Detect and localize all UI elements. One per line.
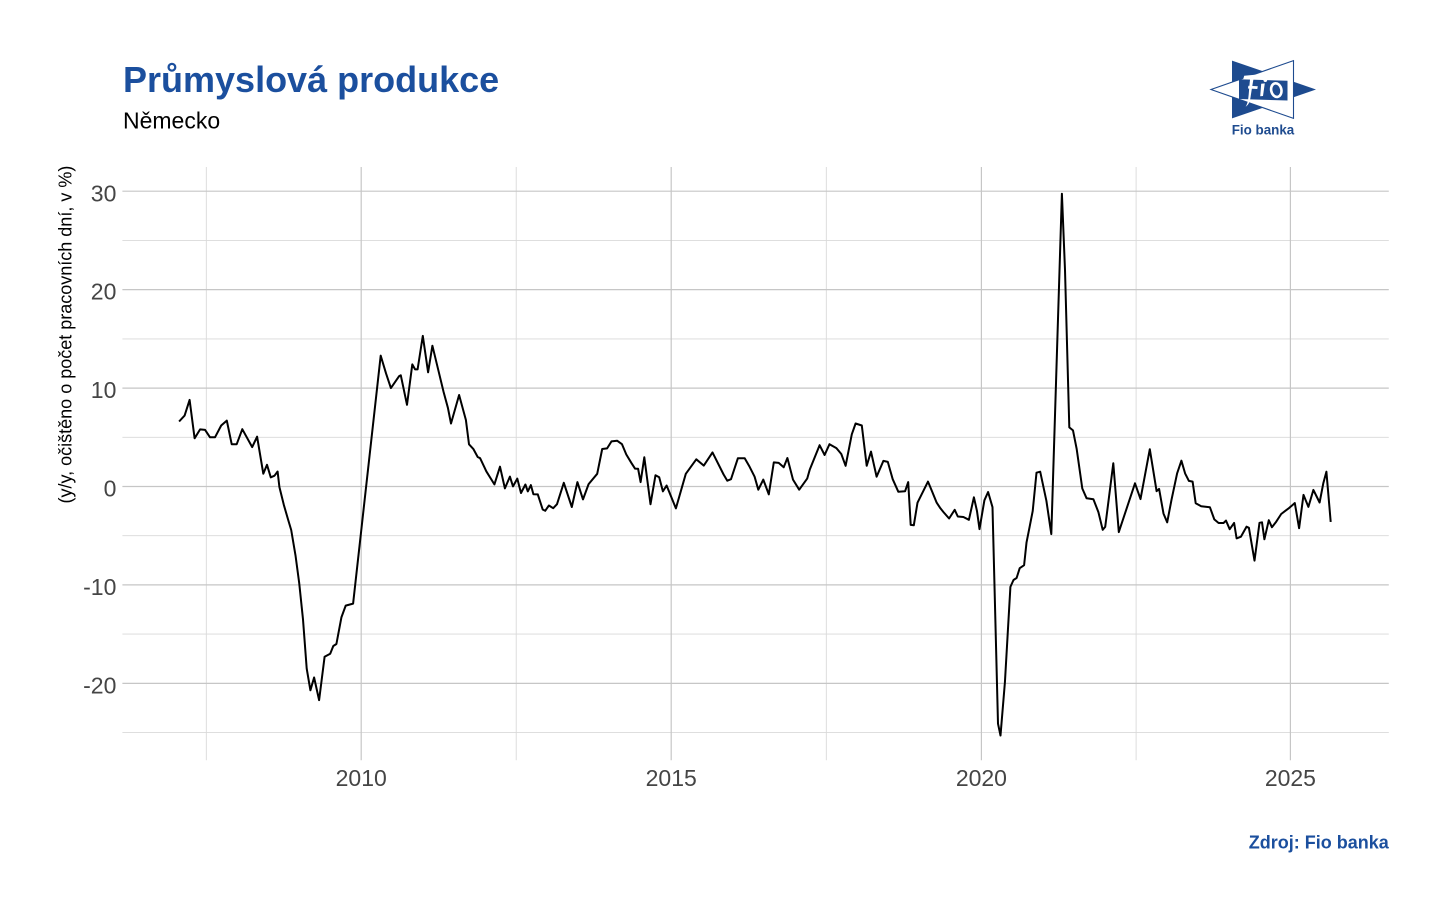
svg-text:Fio banka: Fio banka [1232,123,1295,138]
svg-text:(y/y, očištěno o počet pracovn: (y/y, očištěno o počet pracovních dní, v… [55,166,75,504]
svg-text:Zdroj: Fio banka: Zdroj: Fio banka [1249,833,1390,853]
svg-text:10: 10 [91,377,117,403]
svg-text:0: 0 [104,476,117,502]
svg-text:30: 30 [91,180,117,206]
svg-text:20: 20 [91,279,117,305]
svg-text:2020: 2020 [956,765,1007,791]
svg-text:-10: -10 [83,574,116,600]
svg-text:Průmyslová produkce: Průmyslová produkce [123,59,499,100]
svg-text:-20: -20 [83,673,116,699]
svg-text:2025: 2025 [1265,765,1316,791]
svg-text:2015: 2015 [646,765,697,791]
svg-text:Německo: Německo [123,108,220,134]
svg-text:2010: 2010 [336,765,387,791]
